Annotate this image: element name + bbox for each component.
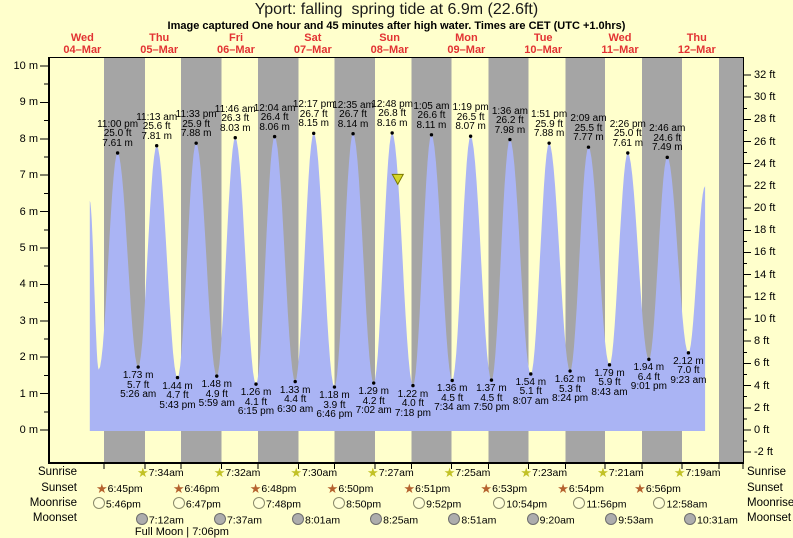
tide-extreme-dot bbox=[233, 136, 237, 140]
tide-extreme-dot bbox=[686, 351, 691, 355]
tide-extreme-dot bbox=[293, 379, 297, 384]
tide-extreme-dot bbox=[372, 381, 376, 385]
tide-extreme-dot bbox=[154, 144, 159, 148]
chart-subtitle: Image captured One hour and 45 minutes a… bbox=[167, 20, 626, 32]
sunrise-row-label-left: Sunrise bbox=[38, 466, 77, 478]
tide-extreme-dot bbox=[468, 134, 473, 138]
tide-extreme-dot bbox=[547, 141, 551, 145]
full-moon-label: Full Moon | 7:06pm bbox=[134, 526, 229, 538]
tide-extreme-dot bbox=[136, 365, 140, 369]
sunset-row-label-left: Sunset bbox=[41, 482, 77, 494]
tide-extreme-dot bbox=[312, 131, 316, 136]
tide-extreme-dot bbox=[351, 132, 355, 136]
tide-extreme-dot bbox=[626, 151, 630, 155]
night-band bbox=[719, 58, 743, 462]
tide-extreme-dot bbox=[665, 155, 669, 160]
page-title: Yport: falling spring tide at 6.9m (22.6… bbox=[254, 1, 539, 18]
tide-extreme-dot bbox=[175, 375, 180, 380]
tide-extreme-dot bbox=[568, 369, 572, 373]
tide-extreme-dot bbox=[215, 374, 219, 378]
sunset-row-label-right: Sunset bbox=[747, 482, 783, 494]
tide-extreme-dot bbox=[115, 151, 120, 155]
moonset-row-label-right: Moonset bbox=[747, 512, 792, 524]
tide-extreme-dot bbox=[411, 383, 415, 388]
moonset-row-label-left: Moonset bbox=[32, 512, 77, 524]
sunrise-row-label-right: Sunrise bbox=[747, 466, 786, 478]
tide-extreme-dot bbox=[586, 145, 591, 149]
tide-extreme-dot bbox=[332, 385, 337, 389]
tide-extreme-dot bbox=[450, 378, 454, 383]
tide-extreme-dot bbox=[607, 363, 612, 367]
tide-extreme-dot bbox=[194, 141, 198, 145]
tide-extreme-dot bbox=[529, 372, 533, 376]
moonrise-row-label-right: Moonrise bbox=[747, 497, 793, 509]
tide-extreme-dot bbox=[429, 133, 434, 137]
moonrise-row-label-left: Moonrise bbox=[29, 497, 77, 509]
tide-extreme-dot bbox=[647, 357, 651, 362]
tide-extreme-dot bbox=[390, 131, 394, 135]
current-tide-marker bbox=[391, 173, 405, 186]
tide-extreme-dot bbox=[508, 137, 512, 142]
tide-area bbox=[89, 133, 706, 431]
tide-extreme-dot bbox=[254, 382, 258, 386]
tide-extreme-dot bbox=[272, 134, 277, 139]
tide-extreme-dot bbox=[489, 378, 494, 382]
